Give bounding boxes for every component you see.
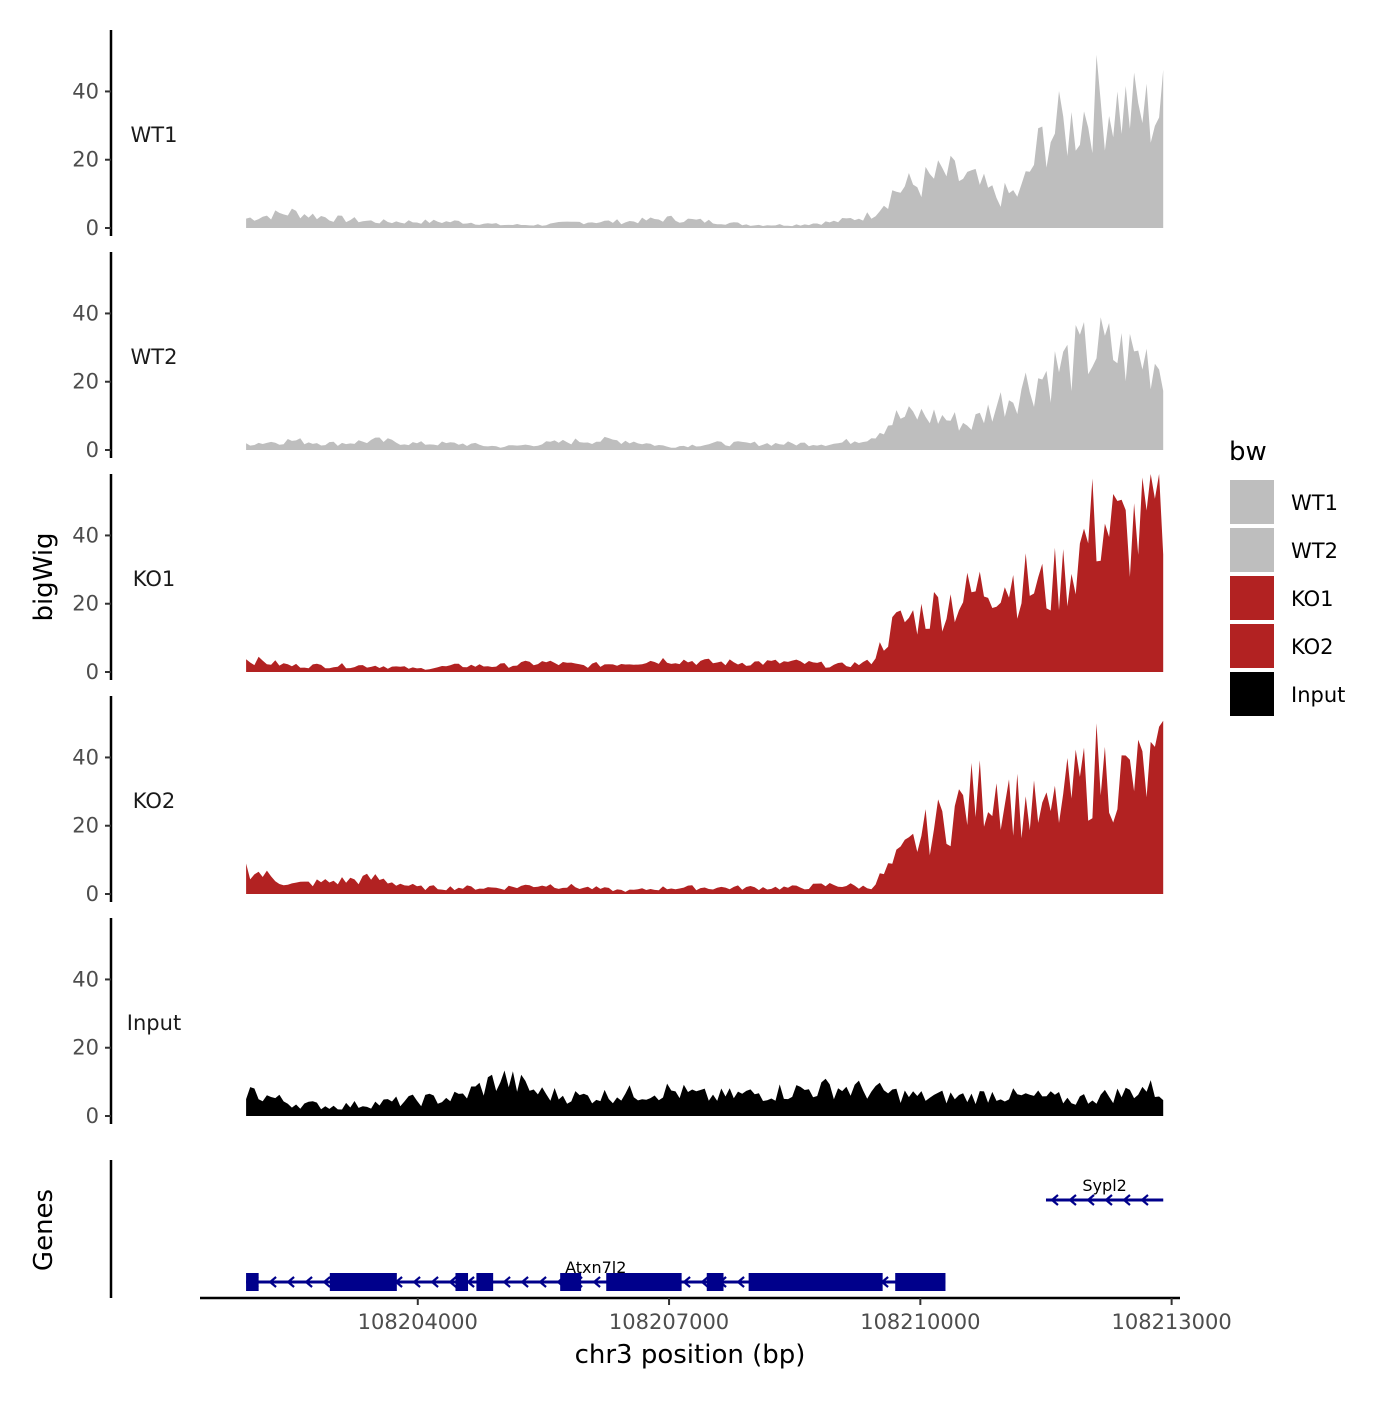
x-tick-label: 108207000: [609, 1310, 729, 1334]
strand-arrow: [268, 1276, 277, 1288]
y-tick-label: 0: [86, 660, 99, 684]
y-tick-label: 0: [86, 882, 99, 906]
gene-atxn7l2: Atxn7l2: [246, 1258, 946, 1291]
y-tick-label: 20: [72, 1036, 99, 1060]
genes-layer: Sypl2 Atxn7l2: [109, 1160, 1164, 1298]
coverage-area-wt1: [246, 54, 1164, 229]
y-tick-label: 40: [72, 79, 99, 103]
gene-exon: [748, 1273, 883, 1291]
strand-arrow: [538, 1276, 547, 1288]
legend-title: bw: [1229, 437, 1267, 467]
y-axis-title: bigWig: [29, 532, 59, 621]
strand-arrow: [1104, 1194, 1113, 1206]
tracks-layer: 0 20 40 WT1 0 20 40 WT2 0 20 40 KO1 0 20 40 KO2 0 20 40 Inp…: [72, 30, 1164, 1128]
y-tick-label: 20: [72, 370, 99, 394]
y-tick-label: 40: [72, 967, 99, 991]
strand-arrow: [466, 1276, 475, 1288]
legend-key-input: [1230, 672, 1274, 716]
strand-arrow: [412, 1276, 421, 1288]
gene-exon: [329, 1273, 397, 1291]
strand-arrow: [1122, 1194, 1131, 1206]
track-wt1: 0 20 40 WT1: [72, 30, 1164, 240]
y-tick-label: 40: [72, 523, 99, 547]
strand-arrow: [502, 1276, 511, 1288]
strand-arrow: [1068, 1194, 1077, 1206]
strand-arrow: [430, 1276, 439, 1288]
track-label: WT2: [131, 345, 178, 369]
strand-arrow: [592, 1276, 601, 1288]
y-tick-label: 20: [72, 592, 99, 616]
track-label: Input: [127, 1011, 181, 1035]
gene-exon: [560, 1273, 582, 1291]
x-tick-label: 108204000: [358, 1310, 478, 1334]
gene-name-label: Sypl2: [1082, 1176, 1126, 1195]
gene-exon: [606, 1273, 682, 1291]
strand-arrow: [448, 1276, 457, 1288]
gene-exon: [455, 1273, 469, 1291]
legend-label-ko2: KO2: [1291, 635, 1334, 659]
strand-arrow: [736, 1276, 745, 1288]
track-label: KO1: [133, 567, 176, 591]
track-wt2: 0 20 40 WT2: [72, 252, 1164, 462]
legend-key-ko2: [1230, 624, 1274, 668]
genes-axis-title: Genes: [29, 1189, 59, 1271]
x-axis-title: chr3 position (bp): [575, 1340, 806, 1370]
strand-arrow: [1140, 1194, 1149, 1206]
y-tick-label: 40: [72, 745, 99, 769]
coverage-area-wt2: [246, 317, 1164, 450]
x-tick-label: 108213000: [1111, 1310, 1231, 1334]
coverage-area-ko1: [246, 474, 1164, 672]
coverage-area-ko2: [246, 720, 1164, 894]
legend-key-wt2: [1230, 528, 1274, 572]
legend-label-wt1: WT1: [1291, 491, 1338, 515]
x-tick-label: 108210000: [860, 1310, 980, 1334]
strand-arrow: [520, 1276, 529, 1288]
gene-exon: [476, 1273, 494, 1291]
track-label: WT1: [131, 123, 178, 147]
y-tick-label: 0: [86, 438, 99, 462]
track-input: 0 20 40 Input: [72, 918, 1164, 1128]
legend-label-input: Input: [1291, 683, 1345, 707]
strand-arrow: [1086, 1194, 1095, 1206]
y-tick-label: 20: [72, 814, 99, 838]
legend-label-ko1: KO1: [1291, 587, 1334, 611]
legend-key-wt1: [1230, 480, 1274, 524]
track-ko2: 0 20 40 KO2: [72, 696, 1164, 906]
gene-exon: [706, 1273, 724, 1291]
gene-exon: [246, 1273, 259, 1291]
strand-arrow: [304, 1276, 313, 1288]
coverage-area-input: [246, 1070, 1164, 1116]
strand-arrow: [682, 1276, 691, 1288]
strand-arrow: [286, 1276, 295, 1288]
y-tick-label: 40: [72, 301, 99, 325]
y-tick-label: 20: [72, 148, 99, 172]
strand-arrow: [700, 1276, 709, 1288]
x-axis: 108204000 108207000 108210000 108213000: [200, 1296, 1232, 1334]
gene-sypl2: Sypl2: [1045, 1176, 1164, 1206]
track-label: KO2: [133, 789, 176, 813]
y-tick-label: 0: [86, 1104, 99, 1128]
legend-key-ko1: [1230, 576, 1274, 620]
strand-arrow: [1050, 1194, 1059, 1206]
strand-arrow: [322, 1276, 331, 1288]
legend-label-wt2: WT2: [1291, 539, 1338, 563]
legend: bw WT1 WT2 KO1 KO2 Input: [1229, 437, 1345, 716]
gene-name-label: Atxn7l2: [565, 1258, 626, 1277]
gene-exon: [895, 1273, 946, 1291]
track-ko1: 0 20 40 KO1: [72, 474, 1164, 684]
y-tick-label: 0: [86, 216, 99, 240]
